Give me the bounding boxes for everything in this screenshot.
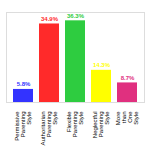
svg-text:FlexibleParentingStyle: FlexibleParentingStyle (66, 111, 84, 137)
svg-text:NeglectfulParentingStyle: NeglectfulParentingStyle (92, 111, 110, 138)
svg-text:MorethanOneStyle: MorethanOneStyle (115, 111, 139, 125)
svg-text:PermissiveParentingStyle: PermissiveParentingStyle (14, 111, 32, 141)
svg-text:8.7%: 8.7% (121, 75, 135, 81)
svg-text:5.8%: 5.8% (17, 81, 31, 87)
svg-text:36.3%: 36.3% (67, 13, 85, 19)
svg-text:AuthoritarianParentingStyle: AuthoritarianParentingStyle (40, 111, 58, 146)
svg-text:14.3%: 14.3% (93, 62, 111, 68)
svg-text:34.9%: 34.9% (41, 16, 59, 22)
